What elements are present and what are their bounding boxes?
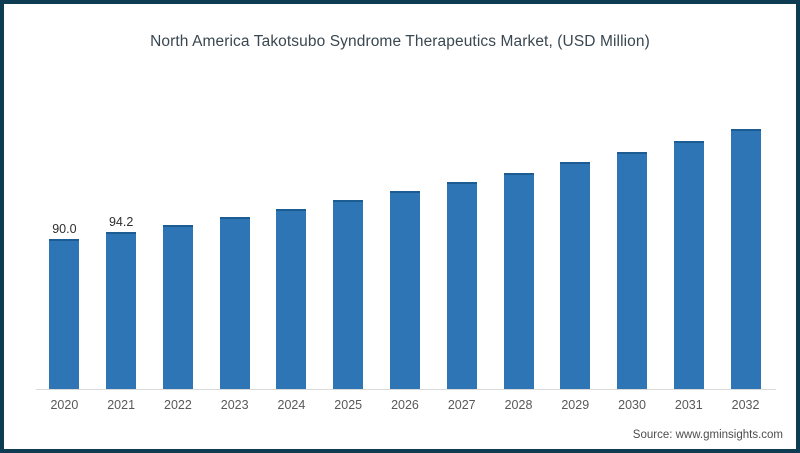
bar-2028: [503, 173, 534, 389]
bar-2026: [389, 191, 420, 389]
bar-2021: [106, 232, 137, 389]
x-axis-label-2023: 2023: [220, 398, 249, 412]
bar-group-2024: [263, 99, 320, 389]
bar-group-2029: [547, 99, 604, 389]
x-axis-label-2029: 2029: [561, 398, 590, 412]
x-axis-label-2024: 2024: [277, 398, 306, 412]
bar-2030: [617, 152, 648, 389]
bar-group-2028: [490, 99, 547, 389]
chart-title: North America Takotsubo Syndrome Therape…: [150, 33, 650, 50]
bar-group-2022: [150, 99, 207, 389]
bar-group-2025: [320, 99, 377, 389]
bar-2025: [333, 200, 364, 389]
x-axis-label-2032: 2032: [731, 398, 760, 412]
x-axis-label-2025: 2025: [334, 398, 363, 412]
x-axis-label-2020: 2020: [50, 398, 79, 412]
bar-2020: [49, 239, 80, 389]
x-axis-label-2027: 2027: [447, 398, 476, 412]
bar-group-2027: [433, 99, 490, 389]
bar-value-label-2021: 94.2: [108, 215, 134, 229]
bar-group-2023: [206, 99, 263, 389]
bar-group-2021: 94.2: [93, 99, 150, 389]
bar-group-2032: [717, 99, 774, 389]
bar-2022: [162, 225, 193, 389]
bar-group-2030: [604, 99, 661, 389]
bar-2031: [673, 141, 704, 389]
bar-plot-area: 90.0 94.2: [36, 99, 774, 389]
x-axis-label-2028: 2028: [504, 398, 533, 412]
bar-group-2020: 90.0: [36, 99, 93, 389]
bar-2024: [276, 209, 307, 389]
bar-group-2026: [377, 99, 434, 389]
source-attribution: Source: www.gminsights.com: [632, 429, 783, 441]
bar-value-label-2020: 90.0: [52, 222, 77, 236]
x-axis-line: [36, 389, 776, 390]
x-axis-labels: 2020 2021 2022 2023 2024 2025 2026 2027 2028 2029…: [36, 398, 774, 412]
bar-2023: [219, 217, 250, 389]
x-axis-label-2030: 2030: [618, 398, 646, 412]
x-axis-label-2031: 2031: [674, 398, 703, 412]
bar-2029: [560, 162, 591, 389]
bar-2032: [730, 129, 761, 389]
x-axis-label-2022: 2022: [164, 398, 192, 412]
bar-group-2031: [660, 99, 717, 389]
bar-2027: [446, 182, 477, 389]
x-axis-label-2026: 2026: [391, 398, 419, 412]
x-axis-label-2021: 2021: [107, 398, 136, 412]
